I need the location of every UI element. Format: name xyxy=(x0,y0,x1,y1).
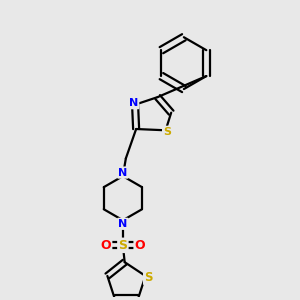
Text: N: N xyxy=(129,98,138,108)
Text: O: O xyxy=(100,239,111,252)
Text: O: O xyxy=(135,239,145,252)
Text: S: S xyxy=(163,127,171,137)
Text: S: S xyxy=(144,271,153,284)
Text: N: N xyxy=(118,168,128,178)
Text: S: S xyxy=(118,239,127,252)
Text: N: N xyxy=(118,219,128,229)
